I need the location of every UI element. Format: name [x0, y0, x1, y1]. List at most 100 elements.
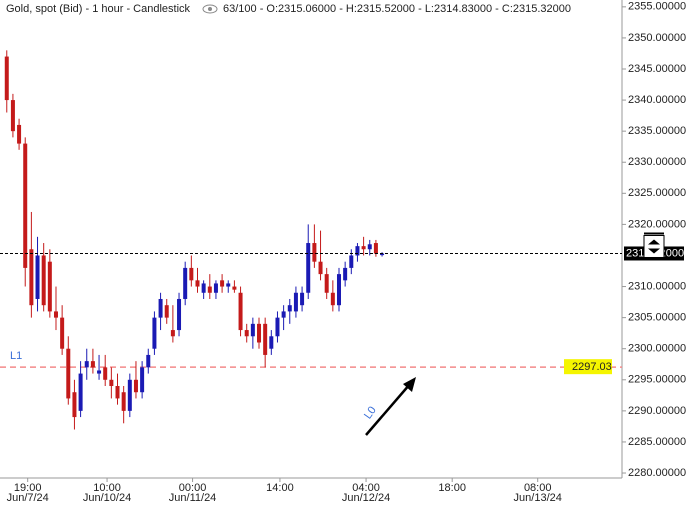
candle-body [367, 244, 372, 250]
candle-body [324, 274, 329, 293]
x-tick-label: 10:00 [93, 482, 121, 494]
level-name: L1 [10, 350, 22, 362]
candle-body [263, 323, 268, 355]
candle-body [23, 143, 28, 268]
x-tick-date: Jun/12/24 [342, 492, 390, 504]
candle-body [84, 361, 89, 368]
candle-body [281, 311, 286, 318]
candle-body [170, 330, 175, 337]
candle-body [336, 274, 341, 306]
y-tick-label: 2345.00000 [628, 63, 686, 75]
candle-body [164, 305, 169, 318]
x-tick-label: 08:00 [524, 482, 552, 494]
candle-body [158, 298, 163, 318]
candle-body [343, 267, 348, 281]
candle-body [293, 292, 298, 312]
candle-body [10, 100, 15, 132]
candle-body [109, 379, 114, 387]
candle-body [207, 286, 212, 293]
candle-body [201, 283, 206, 293]
candle-body [60, 317, 65, 349]
candle-body [146, 354, 151, 368]
candle-body [330, 292, 335, 306]
candle-body [226, 283, 231, 287]
x-tick-label: 19:00 [14, 482, 42, 494]
candle-body [380, 253, 385, 256]
candle-body [121, 392, 126, 411]
candle-body [318, 261, 323, 275]
candle-body [183, 267, 188, 299]
candle-body [373, 243, 378, 254]
trend-arrow [365, 383, 411, 436]
y-tick-label: 2295.00000 [628, 374, 686, 386]
candle-body [306, 243, 311, 293]
level-label: 2297.03 [572, 361, 612, 373]
candle-body [17, 124, 22, 144]
candle-body [220, 280, 225, 287]
y-tick-label: 2340.00000 [628, 94, 686, 106]
candle-body [72, 392, 77, 418]
candle-body [133, 379, 138, 393]
y-tick-label: 2325.00000 [628, 187, 686, 199]
eye-icon[interactable] [202, 4, 218, 14]
y-tick-label: 2320.00000 [628, 218, 686, 230]
x-tick-date: Jun/7/24 [7, 492, 49, 504]
x-tick-date: Jun/10/24 [83, 492, 131, 504]
x-tick-date: Jun/11/24 [169, 492, 217, 504]
candle-body [115, 386, 120, 399]
candle-body [244, 330, 249, 337]
candle-body [232, 286, 237, 290]
candle-body [78, 373, 83, 411]
y-tick-label: 2280.00000 [628, 467, 686, 479]
candle-body [349, 255, 354, 268]
candle-body [140, 367, 145, 393]
candle-body [213, 283, 218, 293]
y-tick-label: 2335.00000 [628, 125, 686, 137]
candle-body [269, 336, 274, 349]
candle-body [361, 246, 366, 250]
candle-body [29, 249, 34, 306]
candle-body [53, 311, 58, 318]
y-tick-label: 2305.00000 [628, 312, 686, 324]
y-tick-label: 2350.00000 [628, 32, 686, 44]
candle-body [312, 243, 317, 262]
candle-body [47, 261, 52, 312]
candle-body [238, 292, 243, 331]
candle-body [152, 317, 157, 349]
candle-body [195, 280, 200, 287]
trend-label: L0 [362, 404, 379, 421]
candle-body [97, 370, 102, 374]
y-tick-label: 2310.00000 [628, 280, 686, 292]
candle-body [275, 317, 280, 337]
candle-body [66, 348, 71, 399]
candle-body [103, 367, 108, 380]
candle-body [127, 379, 132, 411]
price-handle-box [643, 234, 665, 258]
y-tick-label: 2330.00000 [628, 156, 686, 168]
price-handle[interactable] [643, 232, 665, 258]
price-handle-arrows [648, 239, 660, 254]
candle-body [177, 298, 182, 331]
candle-body [35, 255, 40, 299]
y-tick-label: 2285.00000 [628, 436, 686, 448]
y-tick-label: 2290.00000 [628, 405, 686, 417]
level-label-box [564, 359, 612, 375]
x-tick-label: 14:00 [266, 482, 294, 494]
candle-body [189, 267, 194, 281]
candle-body [90, 361, 95, 368]
x-tick-label: 00:00 [179, 482, 207, 494]
visibility-icon[interactable] [202, 4, 218, 14]
eye-pupil [208, 7, 212, 11]
candle-body [300, 292, 305, 306]
candle-body [250, 323, 255, 337]
x-tick-date: Jun/13/24 [514, 492, 562, 504]
candle-body [287, 305, 292, 312]
candle-body [41, 255, 46, 306]
trend-arrow-head [403, 377, 416, 392]
candle-body [257, 323, 262, 343]
y-tick-label: 2355.00000 [628, 1, 686, 13]
x-tick-label: 04:00 [352, 482, 380, 494]
chart-title: Gold, spot (Bid) - 1 hour - Candlestick [6, 3, 191, 15]
